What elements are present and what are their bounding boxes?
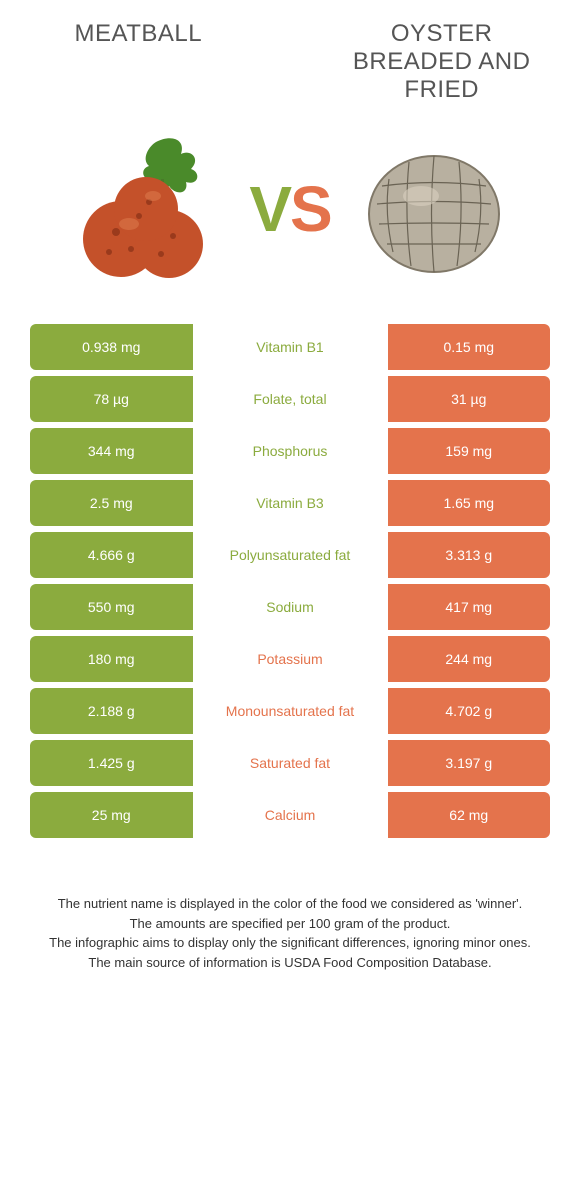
table-row: 344 mgPhosphorus159 mg [30, 428, 550, 474]
table-row: 78 µgFolate, total31 µg [30, 376, 550, 422]
right-value-cell: 3.313 g [388, 532, 551, 578]
oyster-icon [349, 124, 519, 294]
oyster-image [349, 124, 519, 294]
right-value-cell: 1.65 mg [388, 480, 551, 526]
nutrient-name-cell: Vitamin B1 [193, 324, 388, 370]
vs-v-letter: V [249, 173, 290, 245]
nutrient-name-cell: Monounsaturated fat [193, 688, 388, 734]
left-value-cell: 1.425 g [30, 740, 193, 786]
right-value-cell: 3.197 g [388, 740, 551, 786]
right-food-title: Oyster breaded and fried [333, 20, 550, 104]
table-row: 0.938 mgVitamin B10.15 mg [30, 324, 550, 370]
right-value-cell: 244 mg [388, 636, 551, 682]
nutrient-table: 0.938 mgVitamin B10.15 mg 78 µgFolate, to… [0, 324, 580, 844]
table-row: 4.666 gPolyunsaturated fat3.313 g [30, 532, 550, 578]
vs-s-letter: S [290, 173, 331, 245]
nutrient-name-cell: Calcium [193, 792, 388, 838]
images-row: VS [0, 114, 580, 324]
footer-notes: The nutrient name is displayed in the co… [0, 844, 580, 992]
left-value-cell: 2.5 mg [30, 480, 193, 526]
left-food-title: Meatball [30, 20, 247, 48]
left-value-cell: 550 mg [30, 584, 193, 630]
table-row: 180 mgPotassium244 mg [30, 636, 550, 682]
left-value-cell: 78 µg [30, 376, 193, 422]
table-row: 1.425 gSaturated fat3.197 g [30, 740, 550, 786]
table-row: 25 mgCalcium62 mg [30, 792, 550, 838]
footer-line: The nutrient name is displayed in the co… [30, 894, 550, 914]
footer-line: The main source of information is USDA F… [30, 953, 550, 973]
right-value-cell: 4.702 g [388, 688, 551, 734]
meatball-icon [61, 124, 231, 294]
nutrient-name-cell: Potassium [193, 636, 388, 682]
right-value-cell: 0.15 mg [388, 324, 551, 370]
left-value-cell: 25 mg [30, 792, 193, 838]
header-row: Meatball Oyster breaded and fried [0, 0, 580, 114]
footer-line: The amounts are specified per 100 gram o… [30, 914, 550, 934]
nutrient-name-cell: Vitamin B3 [193, 480, 388, 526]
left-value-cell: 2.188 g [30, 688, 193, 734]
right-value-cell: 62 mg [388, 792, 551, 838]
meatball-image [61, 124, 231, 294]
nutrient-name-cell: Sodium [193, 584, 388, 630]
table-row: 550 mgSodium417 mg [30, 584, 550, 630]
right-value-cell: 417 mg [388, 584, 551, 630]
nutrient-name-cell: Phosphorus [193, 428, 388, 474]
vs-label: VS [241, 172, 338, 246]
left-value-cell: 4.666 g [30, 532, 193, 578]
footer-line: The infographic aims to display only the… [30, 933, 550, 953]
nutrient-name-cell: Polyunsaturated fat [193, 532, 388, 578]
left-value-cell: 180 mg [30, 636, 193, 682]
right-value-cell: 159 mg [388, 428, 551, 474]
left-value-cell: 0.938 mg [30, 324, 193, 370]
nutrient-name-cell: Saturated fat [193, 740, 388, 786]
right-value-cell: 31 µg [388, 376, 551, 422]
nutrient-name-cell: Folate, total [193, 376, 388, 422]
table-row: 2.5 mgVitamin B31.65 mg [30, 480, 550, 526]
left-value-cell: 344 mg [30, 428, 193, 474]
table-row: 2.188 gMonounsaturated fat4.702 g [30, 688, 550, 734]
